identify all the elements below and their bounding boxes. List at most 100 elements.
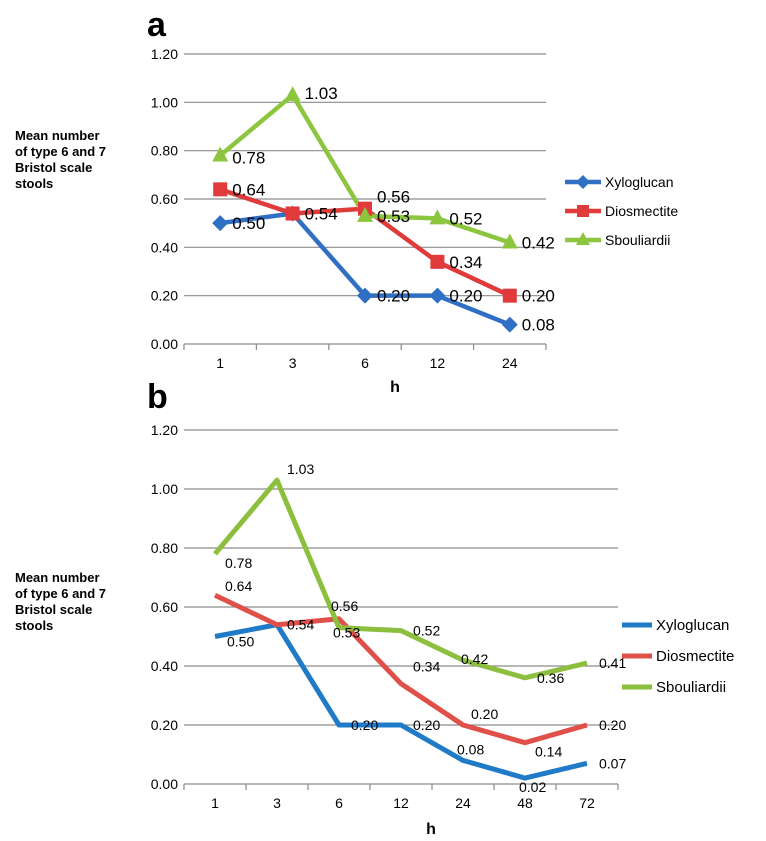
y-axis-label-line: of type 6 and 7: [15, 144, 106, 159]
data-point-sbouliardii: [284, 86, 301, 102]
data-label: 0.20: [522, 287, 555, 306]
data-label: 0.08: [457, 741, 484, 757]
y-axis-label-line: stools: [15, 618, 53, 633]
data-label: 0.64: [232, 180, 265, 199]
y-axis-label-line: Mean number: [15, 128, 100, 143]
data-point-diosmectite: [285, 206, 300, 221]
data-label: 0.78: [232, 149, 265, 168]
data-label: 1.03: [305, 84, 338, 103]
data-label: 0.20: [449, 287, 482, 306]
data-point-xyloglucan: [501, 316, 518, 333]
x-axis-label: h: [390, 379, 400, 396]
data-label: 0.02: [519, 779, 546, 795]
y-tick-label: 0.80: [151, 540, 178, 556]
legend-item: Sbouliardii: [622, 679, 726, 696]
x-tick-label: 6: [361, 355, 369, 371]
legend-label: Sbouliardii: [656, 679, 726, 696]
data-label: 0.50: [232, 214, 265, 233]
series-line-xyloglucan: [214, 622, 588, 781]
legend-marker: [576, 232, 590, 245]
series-line-sbouliardii: [213, 477, 588, 681]
data-label: 0.42: [522, 234, 555, 253]
legend-label: Diosmectite: [605, 203, 678, 219]
legend-marker: [576, 175, 590, 189]
data-label: 0.20: [413, 717, 440, 733]
data-label: 0.53: [377, 207, 410, 226]
legend-item: Xyloglucan: [565, 174, 674, 190]
data-label: 1.03: [287, 461, 314, 477]
y-axis-label-line: Bristol scale: [15, 160, 92, 175]
legend-label: Xyloglucan: [605, 174, 674, 190]
data-point-diosmectite: [502, 288, 517, 303]
data-label: 0.14: [535, 744, 562, 760]
panel-a-chart: 0.00 0.20 0.40 0.60 0.80 1.00 1.20 1 3 6 12 24 h Mean…: [15, 46, 678, 396]
data-label: 0.42: [461, 651, 488, 667]
data-label: 0.64: [225, 578, 252, 594]
data-point-sbouliardii: [501, 233, 518, 249]
x-tick-label: 72: [579, 795, 595, 811]
y-tick-label: 1.00: [151, 481, 178, 497]
y-tick-label: 0.00: [151, 336, 178, 352]
panel-b-letter: b: [147, 378, 168, 416]
y-tick-label: 0.60: [151, 191, 178, 207]
legend-label: Xyloglucan: [656, 617, 729, 634]
data-label: 0.20: [471, 706, 498, 722]
data-label: 0.50: [227, 634, 254, 650]
x-tick-label: 12: [393, 795, 409, 811]
data-point-xyloglucan: [212, 215, 229, 232]
x-tick-label: 3: [289, 355, 297, 371]
data-label: 0.08: [522, 316, 555, 335]
data-label: 0.54: [305, 205, 338, 224]
data-label: 0.20: [599, 717, 626, 733]
data-label: 0.52: [449, 209, 482, 228]
y-tick-label: 1.00: [151, 94, 178, 110]
legend-item: Diosmectite: [565, 203, 678, 219]
y-tick-label: 0.60: [151, 599, 178, 615]
y-tick-label: 0.80: [151, 143, 178, 159]
data-point-sbouliardii: [429, 209, 446, 225]
data-label: 0.20: [377, 287, 410, 306]
data-label: 0.34: [413, 659, 440, 675]
series-line-diosmectite: [213, 592, 588, 746]
legend-item: Diosmectite: [622, 648, 734, 665]
data-point-diosmectite: [213, 182, 228, 197]
x-tick-label: 12: [430, 355, 446, 371]
data-point-sbouliardii: [212, 146, 229, 162]
x-tick-label: 1: [216, 355, 224, 371]
data-point-xyloglucan: [357, 287, 373, 304]
y-tick-label: 1.20: [151, 422, 178, 438]
data-point-sbouliardii: [357, 206, 373, 222]
data-label: 0.20: [351, 717, 378, 733]
data-label: 0.07: [599, 755, 626, 771]
x-tick-label: 24: [502, 355, 518, 371]
x-tick-label: 6: [335, 795, 343, 811]
data-label: 0.41: [599, 655, 626, 671]
x-tick-label: 48: [517, 795, 533, 811]
data-label: 0.53: [333, 625, 360, 641]
data-point-xyloglucan: [429, 287, 446, 304]
data-label: 0.78: [225, 555, 252, 571]
x-tick-label: 3: [273, 795, 281, 811]
y-tick-label: 0.20: [151, 717, 178, 733]
legend-item: Sbouliardii: [565, 232, 670, 248]
data-label: 0.52: [413, 623, 440, 639]
legend-marker: [577, 205, 589, 217]
y-axis-label-line: Bristol scale: [15, 602, 92, 617]
panel-b-chart: 0.00 0.20 0.40 0.60 0.80 1.00 1.20 1 3 6 12 24 48 72 h…: [15, 422, 734, 838]
x-tick-label: 24: [455, 795, 471, 811]
y-tick-label: 0.20: [151, 288, 178, 304]
data-point-diosmectite: [430, 254, 445, 269]
y-tick-label: 0.40: [151, 239, 178, 255]
x-axis-label: h: [426, 821, 436, 838]
y-axis-label-line: of type 6 and 7: [15, 586, 106, 601]
y-tick-label: 0.40: [151, 658, 178, 674]
y-axis-label-line: Mean number: [15, 570, 100, 585]
y-tick-label: 1.20: [151, 46, 178, 62]
legend-item: Xyloglucan: [622, 617, 729, 634]
y-tick-label: 0.00: [151, 776, 178, 792]
x-tick-label: 1: [211, 795, 219, 811]
legend-label: Sbouliardii: [605, 232, 670, 248]
data-label: 0.56: [331, 598, 358, 614]
data-label: 0.56: [377, 188, 410, 207]
